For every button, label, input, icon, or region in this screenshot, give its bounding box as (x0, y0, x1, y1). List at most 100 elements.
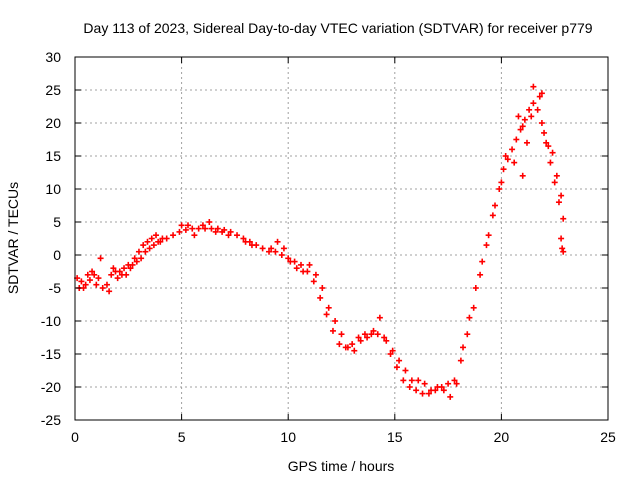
data-point (555, 199, 562, 206)
data-point (519, 172, 526, 179)
data-point (440, 387, 447, 394)
data-point (93, 281, 100, 288)
data-point (108, 271, 115, 278)
data-point (121, 265, 128, 272)
data-point (492, 202, 499, 209)
y-tick-label: -5 (49, 280, 62, 296)
data-point (477, 271, 484, 278)
data-point (248, 242, 255, 249)
data-point (336, 341, 343, 348)
data-point (419, 390, 426, 397)
data-point (551, 179, 558, 186)
data-point (421, 380, 428, 387)
data-point (189, 225, 196, 232)
data-point (82, 281, 89, 288)
data-point (182, 226, 189, 233)
x-tick-label: 15 (387, 429, 403, 445)
x-tick-label: 25 (600, 429, 616, 445)
data-point (133, 258, 140, 265)
data-point (148, 235, 155, 242)
data-point (163, 235, 170, 242)
data-point (428, 387, 435, 394)
data-point (103, 281, 110, 288)
data-point (212, 228, 219, 235)
data-point (383, 337, 390, 344)
data-point (558, 235, 565, 242)
data-point (110, 265, 117, 272)
y-tick-label: -20 (41, 379, 61, 395)
data-point (116, 268, 123, 275)
data-point (272, 248, 279, 255)
data-point (364, 334, 371, 341)
data-point (374, 331, 381, 338)
data-point (170, 232, 177, 239)
data-point (538, 90, 545, 97)
data-point (123, 271, 130, 278)
data-point (396, 357, 403, 364)
data-point (140, 242, 147, 249)
data-point (530, 83, 537, 90)
data-point (127, 265, 134, 272)
data-point (466, 314, 473, 321)
data-point (95, 275, 102, 282)
data-point (457, 357, 464, 364)
data-point (445, 380, 452, 387)
plot-frame (74, 56, 609, 421)
data-point (99, 285, 106, 291)
data-point (460, 344, 467, 351)
data-point (549, 149, 556, 156)
data-point (479, 258, 486, 265)
data-point (138, 255, 145, 262)
data-point (434, 384, 441, 390)
x-tick-label: 5 (178, 429, 186, 445)
data-point (227, 228, 234, 235)
data-point (523, 139, 530, 146)
data-point (178, 222, 185, 229)
data-point (202, 225, 209, 232)
data-point (287, 258, 294, 265)
y-tick-label: -10 (41, 313, 61, 329)
x-axis-label: GPS time / hours (288, 458, 395, 474)
data-point (381, 334, 388, 341)
data-point (389, 347, 396, 354)
data-point (285, 255, 292, 262)
data-point (195, 225, 202, 232)
data-point (184, 222, 191, 229)
data-point (306, 261, 313, 268)
data-point (560, 215, 567, 222)
data-point (351, 347, 358, 354)
x-tick-label: 20 (494, 429, 510, 445)
data-point (470, 304, 477, 311)
data-point (504, 156, 511, 163)
data-point (323, 311, 330, 318)
data-point (511, 159, 518, 166)
data-points (74, 83, 567, 400)
x-tick-labels: 0 5 10 15 20 25 (71, 429, 616, 445)
data-point (338, 331, 345, 338)
data-point (332, 318, 339, 324)
data-point (259, 245, 266, 252)
data-point (242, 238, 249, 245)
data-point (176, 228, 183, 235)
data-point (208, 225, 215, 232)
data-point (355, 334, 362, 341)
data-point (519, 123, 526, 130)
data-point (387, 351, 394, 357)
y-tick-label: 10 (45, 181, 61, 197)
data-point (453, 380, 460, 387)
data-point (240, 235, 247, 242)
data-point (300, 268, 307, 275)
data-point (545, 143, 552, 150)
y-tick-label: 0 (53, 247, 61, 263)
data-point (144, 238, 151, 245)
data-point (376, 314, 383, 321)
data-point (502, 153, 509, 159)
data-point (521, 116, 528, 123)
data-point (219, 228, 226, 235)
data-point (558, 192, 565, 199)
x-tick-label: 0 (71, 429, 79, 445)
y-tick-label: 25 (45, 82, 61, 98)
y-tick-label: 5 (53, 214, 61, 230)
data-point (157, 238, 164, 245)
